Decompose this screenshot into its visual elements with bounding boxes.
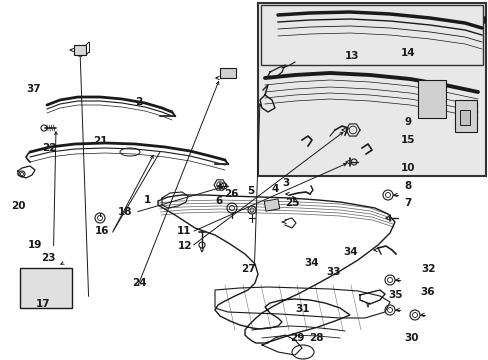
Text: 8: 8 [404, 181, 410, 192]
Text: 24: 24 [132, 278, 147, 288]
Text: 15: 15 [400, 135, 414, 145]
Bar [417, 80, 445, 118]
Text: 19: 19 [28, 240, 42, 250]
Text: 37: 37 [26, 84, 41, 94]
Text: 5: 5 [246, 186, 253, 196]
Text: 11: 11 [176, 226, 191, 237]
Bar [261, 5, 482, 65]
Text: 3: 3 [282, 178, 289, 188]
Text: 22: 22 [41, 143, 56, 153]
Text: 17: 17 [36, 299, 50, 309]
Bar [74, 45, 86, 55]
Text: 35: 35 [387, 290, 402, 300]
Bar [220, 68, 236, 78]
Text: 34: 34 [343, 247, 358, 257]
Text: 26: 26 [224, 189, 238, 199]
Text: 18: 18 [117, 207, 132, 217]
Text: 6: 6 [215, 196, 222, 206]
Text: 32: 32 [420, 264, 435, 274]
Text: 1: 1 [144, 195, 151, 205]
Bar [454, 100, 476, 132]
Text: 36: 36 [420, 287, 434, 297]
Text: 33: 33 [325, 267, 340, 277]
Text: 25: 25 [285, 198, 299, 208]
Text: 21: 21 [93, 136, 107, 147]
Text: 12: 12 [177, 240, 192, 251]
Bar [264, 199, 279, 211]
Text: 4: 4 [270, 184, 278, 194]
Text: 20: 20 [11, 201, 26, 211]
Text: 7: 7 [404, 198, 411, 208]
Text: 10: 10 [400, 163, 414, 174]
Bar [258, 3, 485, 176]
Bar [459, 110, 469, 125]
Text: 31: 31 [294, 304, 309, 314]
Text: 16: 16 [94, 226, 109, 236]
Text: 14: 14 [400, 48, 414, 58]
Text: 30: 30 [404, 333, 418, 343]
Text: 27: 27 [241, 264, 255, 274]
Text: 28: 28 [309, 333, 324, 343]
Text: 9: 9 [404, 117, 410, 127]
Text: 29: 29 [289, 333, 304, 343]
Bar [20, 268, 72, 308]
Text: 13: 13 [344, 51, 359, 61]
Text: 2: 2 [135, 96, 142, 107]
Text: 34: 34 [304, 258, 319, 268]
Text: 23: 23 [41, 253, 55, 264]
